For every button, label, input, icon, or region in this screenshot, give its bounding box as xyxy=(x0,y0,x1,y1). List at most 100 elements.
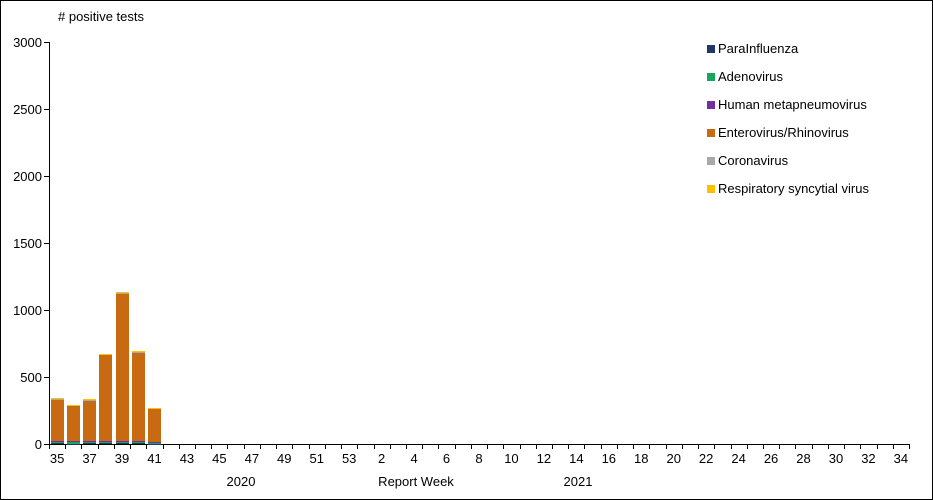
bar-segment-adenovirus xyxy=(67,441,80,444)
bar-segment-human-metapneumovirus xyxy=(67,441,80,443)
x-axis-tick xyxy=(828,445,829,449)
bar-segment-enterovirus-rhinovirus xyxy=(116,294,129,442)
x-axis-tick-label: 45 xyxy=(212,451,227,466)
bar-segment-respiratory-syncytial-virus xyxy=(51,398,64,399)
x-axis-tick-label: 30 xyxy=(828,451,844,466)
y-axis-tick xyxy=(44,444,49,445)
x-axis-tick xyxy=(844,445,845,449)
legend-swatch-adenovirus xyxy=(707,73,715,81)
bar-segment-coronavirus xyxy=(99,354,112,356)
x-axis-tick xyxy=(65,445,66,449)
legend-label-enterovirus-rhinovirus: Enterovirus/Rhinovirus xyxy=(718,125,849,140)
y-axis-tick-label: 3000 xyxy=(13,35,42,50)
y-axis-tick xyxy=(44,176,49,177)
x-axis-tick-label: 6 xyxy=(442,451,451,466)
x-axis-tick-label: 20 xyxy=(666,451,681,466)
bar-segment-enterovirus-rhinovirus xyxy=(99,355,112,441)
bar-segment-parainfluenza xyxy=(116,443,129,445)
x-axis-tick-label: 26 xyxy=(763,451,779,466)
bar-segment-parainfluenza xyxy=(148,443,161,445)
x-axis-tick xyxy=(114,445,115,449)
x-axis-line xyxy=(49,444,910,445)
legend-swatch-parainfluenza xyxy=(707,45,715,53)
x-axis-tick-label: 37 xyxy=(82,451,97,466)
bar-segment-human-metapneumovirus xyxy=(99,440,112,442)
bar-segment-adenovirus xyxy=(116,441,129,444)
x-axis-tick-label: 28 xyxy=(796,451,811,466)
bar-segment-human-metapneumovirus xyxy=(148,441,161,443)
x-axis-tick xyxy=(795,445,796,449)
x-axis-tick-label: 39 xyxy=(114,451,130,466)
x-axis-tick xyxy=(747,445,748,449)
bar-segment-human-metapneumovirus xyxy=(132,441,145,443)
x-axis-tick xyxy=(195,445,196,449)
x-axis-tick xyxy=(292,445,293,449)
x-axis-tick xyxy=(584,445,585,449)
legend-swatch-human-metapneumovirus xyxy=(707,101,715,109)
x-axis-tick-label: 41 xyxy=(147,451,162,466)
x-axis-tick xyxy=(211,445,212,449)
x-axis-tick xyxy=(260,445,261,449)
x-axis-tick-label: 34 xyxy=(893,451,909,466)
x-axis-tick xyxy=(487,445,488,449)
y-axis-tick xyxy=(44,377,49,378)
x-axis-tick xyxy=(698,445,699,449)
x-axis-tick xyxy=(909,445,910,449)
bar-segment-enterovirus-rhinovirus xyxy=(83,401,96,442)
bar-segment-respiratory-syncytial-virus xyxy=(116,291,129,293)
bar-segment-parainfluenza xyxy=(67,443,80,445)
x-axis-tick xyxy=(763,445,764,449)
x-axis-tick xyxy=(682,445,683,449)
bar-segment-human-metapneumovirus xyxy=(116,441,129,442)
x-axis-tick xyxy=(309,445,310,449)
x-axis-tick xyxy=(422,445,423,449)
bar-segment-coronavirus xyxy=(83,400,96,402)
bar-segment-respiratory-syncytial-virus xyxy=(148,407,161,409)
x-axis-tick xyxy=(893,445,894,449)
legend-label-adenovirus: Adenovirus xyxy=(718,69,784,84)
bar-segment-parainfluenza xyxy=(132,443,145,445)
bar-segment-adenovirus xyxy=(51,441,64,444)
x-axis-tick xyxy=(227,445,228,449)
bar-segment-coronavirus xyxy=(148,408,161,410)
y-axis-tick xyxy=(44,243,49,244)
legend-swatch-enterovirus-rhinovirus xyxy=(707,129,715,137)
x-axis-tick-label: 12 xyxy=(536,451,552,466)
x-axis-tick xyxy=(649,445,650,449)
bar-segment-respiratory-syncytial-virus xyxy=(99,353,112,355)
y-axis-tick-label: 1500 xyxy=(13,236,42,251)
bar-segment-coronavirus xyxy=(51,398,64,400)
y-axis-tick xyxy=(44,42,49,43)
x-axis-tick xyxy=(98,445,99,449)
legend-item-human-metapneumovirus: Human metapneumovirus xyxy=(707,98,869,112)
x-axis-tick xyxy=(179,445,180,449)
x-axis-tick xyxy=(244,445,245,449)
x-axis-tick-label: 53 xyxy=(341,451,357,466)
legend-item-enterovirus-rhinovirus: Enterovirus/Rhinovirus xyxy=(707,126,869,140)
x-axis-tick xyxy=(49,445,50,449)
x-axis-tick xyxy=(666,445,667,449)
x-axis-tick xyxy=(455,445,456,449)
x-axis-tick xyxy=(714,445,715,449)
bar-segment-adenovirus xyxy=(83,441,96,444)
legend-item-respiratory-syncytial-virus: Respiratory syncytial virus xyxy=(707,182,869,196)
x-axis-tick-label: 16 xyxy=(601,451,617,466)
x-axis-tick-label: 47 xyxy=(244,451,260,466)
bar-segment-enterovirus-rhinovirus xyxy=(51,399,64,442)
x-axis-tick xyxy=(536,445,537,449)
y-axis-title: # positive tests xyxy=(58,9,144,24)
x-axis-tick-label: 51 xyxy=(309,451,324,466)
x-axis-tick xyxy=(276,445,277,449)
bar-segment-coronavirus xyxy=(132,351,145,353)
bar-segment-enterovirus-rhinovirus xyxy=(67,405,80,442)
bar-segment-coronavirus xyxy=(116,292,129,295)
bar-segment-coronavirus xyxy=(67,405,80,407)
y-axis-tick xyxy=(44,310,49,311)
x-axis-tick-label: 22 xyxy=(698,451,714,466)
x-axis-tick-label: 4 xyxy=(410,451,418,466)
bar-segment-parainfluenza xyxy=(83,443,96,445)
bar-segment-parainfluenza xyxy=(51,443,64,445)
legend: ParaInfluenza Adenovirus Human metapneumov… xyxy=(707,42,869,210)
x-axis-tick xyxy=(406,445,407,449)
bar-segment-respiratory-syncytial-virus xyxy=(83,399,96,401)
